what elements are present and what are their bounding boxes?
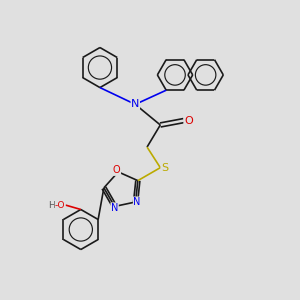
Text: N: N	[134, 197, 141, 207]
Text: N: N	[111, 203, 118, 213]
Text: O: O	[113, 165, 121, 176]
Text: O: O	[184, 116, 193, 126]
Text: N: N	[131, 99, 140, 110]
Text: S: S	[161, 163, 168, 173]
Text: -O: -O	[55, 201, 65, 210]
Text: H: H	[49, 201, 55, 210]
